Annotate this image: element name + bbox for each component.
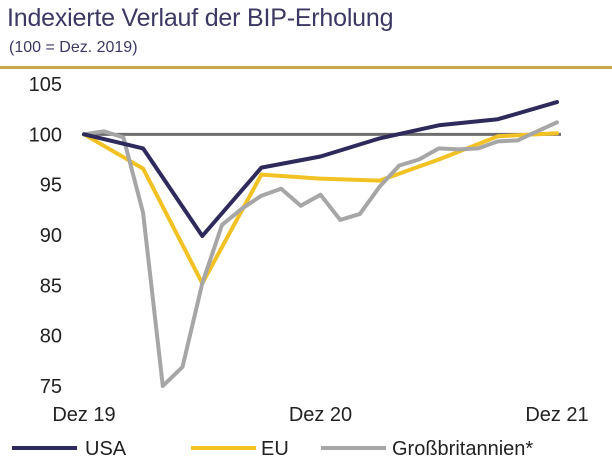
y-tick-label: 80 <box>40 326 62 348</box>
series-line-usa <box>82 100 559 238</box>
x-tick-label: Dez 21 <box>525 404 588 426</box>
y-axis-ticks: 75 80 85 90 95 100 105 <box>29 74 62 398</box>
header-rule <box>0 66 612 69</box>
page-title: Indexierte Verlauf der BIP-Erholung <box>7 4 394 32</box>
x-tick-label: Dez 19 <box>52 404 115 426</box>
series-line-gro-britannien <box>82 120 559 388</box>
y-tick-label: 100 <box>29 124 62 146</box>
series-line-eu <box>82 131 559 286</box>
y-tick-label: 95 <box>40 175 62 197</box>
legend: USA EU Großbritannien* <box>12 438 533 460</box>
page-subtitle: (100 = Dez. 2019) <box>9 39 138 56</box>
legend-label: EU <box>261 438 289 460</box>
x-tick-label: Dez 20 <box>289 404 352 426</box>
y-tick-label: 85 <box>40 275 62 297</box>
y-tick-label: 90 <box>40 225 62 247</box>
legend-label: USA <box>85 438 127 460</box>
y-tick-label: 105 <box>29 74 62 96</box>
series-lines <box>82 100 559 388</box>
x-axis-ticks: Dez 19 Dez 20 Dez 21 <box>52 404 588 426</box>
y-tick-label: 75 <box>40 376 62 398</box>
legend-label: Großbritannien* <box>392 438 533 460</box>
